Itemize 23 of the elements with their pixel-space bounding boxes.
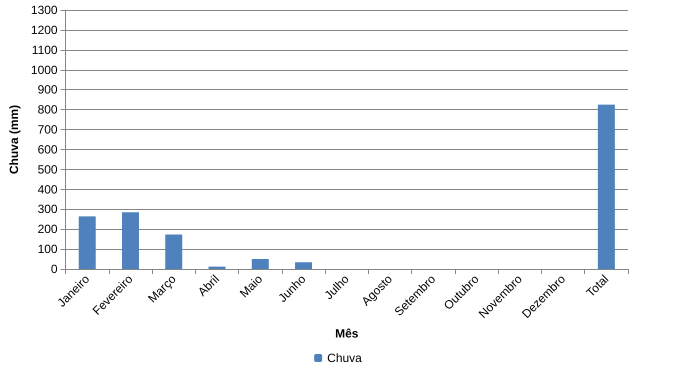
y-tick-label: 600 (38, 142, 58, 156)
y-tick-label: 400 (38, 182, 58, 196)
y-tick-label: 0 (50, 262, 58, 276)
y-tick-label: 1300 (30, 3, 58, 17)
x-axis-title: Mês (335, 326, 359, 340)
y-tick-label: 200 (38, 222, 58, 236)
y-tick-label: 700 (38, 122, 58, 137)
y-tick-label: 1000 (30, 62, 58, 77)
bar (165, 234, 182, 269)
bar (252, 259, 269, 269)
bar (598, 104, 615, 269)
y-tick-label: 100 (38, 242, 58, 256)
bar (78, 216, 96, 269)
bar (295, 262, 312, 269)
y-tick-label: 500 (38, 162, 58, 176)
y-tick-label: 800 (38, 102, 58, 117)
y-tick-label: 1100 (32, 42, 58, 57)
y-tick-label: 1200 (30, 22, 58, 37)
y-tick-label: 300 (38, 202, 58, 216)
legend-label: Chuva (327, 351, 362, 365)
bar (122, 212, 139, 269)
y-axis-title: Chuva (mm) (7, 104, 21, 174)
y-tick-label: 900 (38, 82, 58, 97)
